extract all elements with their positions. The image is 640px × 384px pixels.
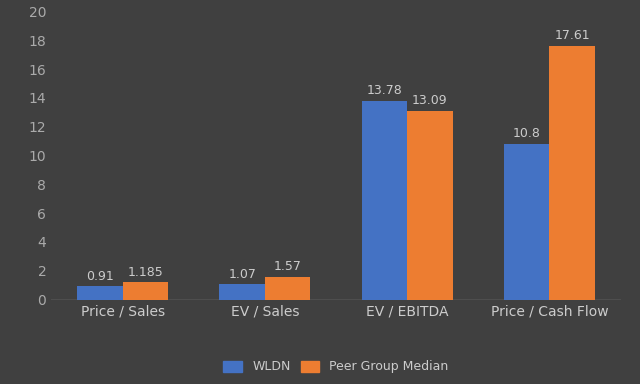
Text: 1.185: 1.185 — [127, 266, 163, 279]
Text: 17.61: 17.61 — [554, 29, 590, 42]
Legend: WLDN, Peer Group Median: WLDN, Peer Group Median — [217, 354, 455, 380]
Text: 10.8: 10.8 — [513, 127, 541, 141]
Bar — [220, 284, 265, 300]
Text: 1.07: 1.07 — [228, 268, 256, 280]
Bar — [77, 286, 123, 300]
Bar — [407, 111, 452, 300]
Text: 1.57: 1.57 — [274, 260, 301, 273]
Bar — [123, 283, 168, 300]
Bar — [362, 101, 407, 300]
Bar — [504, 144, 549, 300]
Text: 0.91: 0.91 — [86, 270, 114, 283]
Text: 13.78: 13.78 — [367, 84, 403, 98]
Bar — [549, 46, 595, 300]
Text: 13.09: 13.09 — [412, 94, 448, 108]
Bar — [265, 277, 310, 300]
